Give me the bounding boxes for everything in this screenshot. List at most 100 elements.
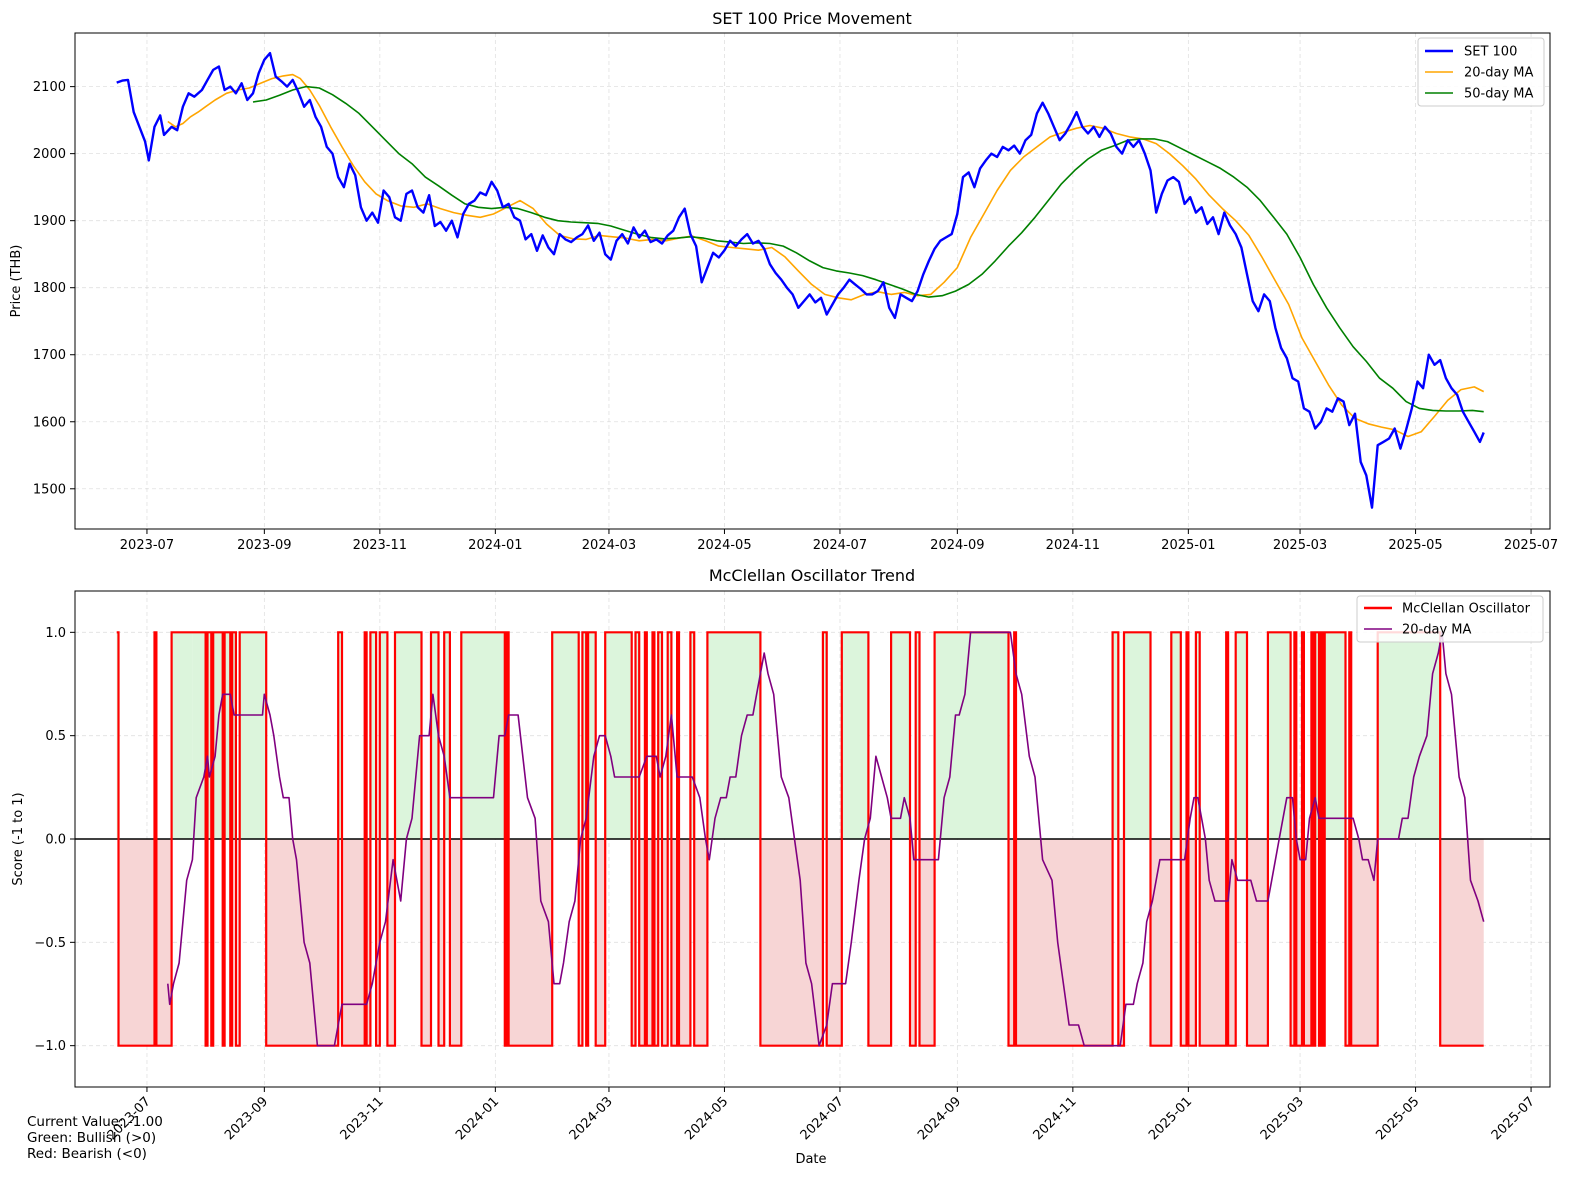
bearish-fill-band <box>1016 839 1113 1046</box>
bearish-fill-band <box>156 839 172 1046</box>
price-x-tick-label: 2024-03 <box>582 538 636 553</box>
price-x-tick-label: 2023-07 <box>120 538 174 553</box>
bearish-fill-band <box>1351 839 1378 1046</box>
bearish-fill-band <box>1290 839 1295 1046</box>
price-x-tick-label: 2023-11 <box>353 538 407 553</box>
bullish-fill-band <box>430 632 439 839</box>
bearish-fill-band <box>639 839 645 1046</box>
bearish-fill-band <box>646 839 653 1046</box>
bullish-fill-band <box>224 632 231 839</box>
bearish-fill-band <box>1440 839 1484 1046</box>
bullish-fill-band <box>934 632 1009 839</box>
bullish-fill-band <box>232 632 236 839</box>
bullish-fill-band <box>394 632 422 839</box>
bearish-fill-band <box>1303 839 1312 1046</box>
bearish-fill-band <box>508 839 553 1046</box>
price-x-axis: 2023-07 2023-09 2023-11 2024-01 2024-03 2024-… <box>120 529 1558 553</box>
price-y-tick-label: 1500 <box>33 482 66 497</box>
bearish-fill-band <box>1296 839 1302 1046</box>
oscillator-y-tick-label: −1.0 <box>34 1039 66 1054</box>
bullish-fill-band <box>444 632 450 839</box>
oscillator-legend-label: McClellan Oscillator <box>1402 602 1531 617</box>
price-x-tick-label: 2024-09 <box>930 538 984 553</box>
oscillator-legend: McClellan Oscillator 20-day MA <box>1356 595 1544 643</box>
oscillator-y-tick-label: 0.0 <box>45 833 66 848</box>
oscillator-x-tick-label: 2024-09 <box>915 1094 964 1143</box>
bearish-fill-band <box>266 839 339 1046</box>
oscillator-y-tick-label: 0.5 <box>45 729 66 744</box>
bearish-fill-band <box>578 839 583 1046</box>
bullish-fill-band <box>461 632 505 839</box>
oscillator-x-tick-label: 2024-07 <box>798 1094 847 1143</box>
ma50-line <box>252 85 1484 413</box>
bearish-fill-band <box>654 839 659 1046</box>
price-y-axis-label: Price (THB) <box>9 245 24 318</box>
bearish-fill-band <box>366 839 371 1046</box>
oscillator-x-tick-label: 2024-03 <box>567 1094 616 1143</box>
bullish-fill-band <box>690 632 695 839</box>
set100-line <box>116 51 1485 509</box>
bullish-fill-band <box>582 632 587 839</box>
bearish-fill-band <box>1118 839 1124 1046</box>
price-x-tick-label: 2024-07 <box>813 538 867 553</box>
price-y-tick-label: 1700 <box>33 348 66 363</box>
oscillator-x-axis: 2023-07 2023-09 2023-11 2024-01 2024-03 2024-… <box>105 1087 1538 1143</box>
bullish-fill-band <box>379 632 388 839</box>
bullish-fill-band <box>1324 632 1346 839</box>
bullish-fill-band <box>213 632 223 839</box>
price-x-tick-label: 2024-05 <box>697 538 751 553</box>
price-legend-label: SET 100 <box>1464 45 1517 60</box>
bullish-fill-band <box>707 632 761 839</box>
bearish-fill-band <box>118 839 155 1046</box>
bearish-fill-band <box>868 839 892 1046</box>
price-y-tick-label: 1900 <box>33 214 66 229</box>
bullish-fill-band <box>658 632 662 839</box>
bearish-fill-band <box>1150 839 1172 1046</box>
oscillator-x-tick-label: 2025-01 <box>1146 1094 1195 1143</box>
bearish-fill-band <box>679 839 691 1046</box>
bearish-fill-band <box>1228 839 1236 1046</box>
bullish-fill-band <box>1235 632 1248 839</box>
price-plot-frame <box>74 32 1551 530</box>
bullish-fill-band <box>192 632 206 839</box>
price-x-tick-label: 2023-09 <box>237 538 291 553</box>
price-x-tick-label: 2025-01 <box>1161 538 1215 553</box>
price-legend-label: 20-day MA <box>1464 66 1533 81</box>
bearish-fill-band <box>387 839 395 1046</box>
footnote-current-value: Current Value: -1.00 <box>27 1114 163 1130</box>
oscillator-x-tick-label: 2024-05 <box>682 1094 731 1143</box>
bearish-fill-band <box>449 839 462 1046</box>
bullish-fill-band <box>552 632 579 839</box>
bullish-fill-band <box>1267 632 1291 839</box>
bearish-fill-band <box>1199 839 1227 1046</box>
bearish-fill-band <box>341 839 365 1046</box>
oscillator-y-axis: 1.0 0.5 0.0 −0.5 −1.0 <box>34 626 75 1054</box>
price-y-tick-label: 1600 <box>33 415 66 430</box>
price-x-tick-label: 2024-01 <box>468 538 522 553</box>
price-y-axis: 1500 1600 1700 1800 1900 2000 2100 <box>33 80 75 497</box>
bullish-fill-band <box>338 632 342 839</box>
bearish-fill-band <box>421 839 431 1046</box>
bearish-fill-band <box>1188 839 1196 1046</box>
price-x-tick-label: 2024-11 <box>1046 538 1100 553</box>
oscillator-x-tick-label: 2023-09 <box>222 1094 271 1143</box>
bullish-fill-band <box>1171 632 1181 839</box>
bullish-fill-band <box>207 632 212 839</box>
bullish-fill-band <box>667 632 672 839</box>
oscillator-y-axis-label: Score (-1 to 1) <box>11 792 26 885</box>
oscillator-x-tick-label: 2023-11 <box>338 1094 387 1143</box>
price-y-tick-label: 2100 <box>33 80 66 95</box>
bullish-fill-band <box>635 632 640 839</box>
oscillator-x-axis-label: Date <box>795 1152 826 1167</box>
bearish-fill-band <box>671 839 678 1046</box>
bearish-fill-band <box>910 839 916 1046</box>
bullish-fill-band <box>1123 632 1151 839</box>
price-y-tick-label: 1800 <box>33 281 66 296</box>
price-legend-box <box>1417 37 1545 107</box>
price-x-tick-label: 2025-05 <box>1388 538 1442 553</box>
bullish-fill-band <box>891 632 911 839</box>
bullish-fill-band <box>1195 632 1200 839</box>
price-legend: SET 100 20-day MA 50-day MA <box>1417 37 1545 107</box>
oscillator-legend-box <box>1356 595 1544 643</box>
